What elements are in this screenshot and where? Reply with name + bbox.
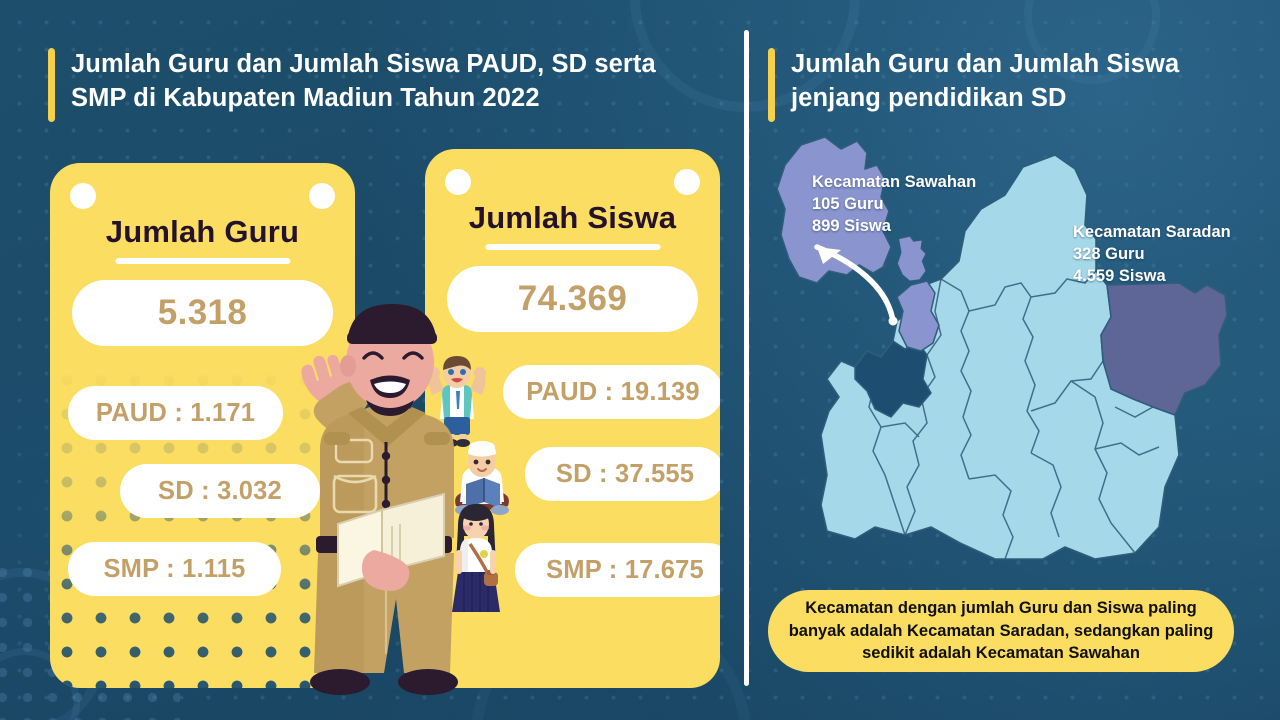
- kabupaten-madiun-map: [776, 136, 1228, 560]
- saradan-siswa: 4.559 Siswa: [1073, 266, 1166, 285]
- callout-arrow-anchor: [888, 316, 898, 326]
- region-sawahan-inset-body: [896, 235, 927, 282]
- heading-underline: [115, 258, 290, 264]
- card-punch-hole-left: [445, 169, 471, 195]
- region-sawahan-callout: [776, 136, 892, 284]
- heading-underline: [485, 244, 660, 250]
- left-title-text: Jumlah Guru dan Jumlah Siswa PAUD, SD se…: [71, 50, 656, 112]
- left-panel-title: Jumlah Guru dan Jumlah Siswa PAUD, SD se…: [48, 48, 708, 122]
- guru-sd-pill: SD : 3.032: [120, 464, 320, 518]
- sawahan-siswa: 899 Siswa: [812, 216, 891, 235]
- right-title-text: Jumlah Guru dan Jumlah Siswa jenjang pen…: [791, 50, 1180, 112]
- map-label-sawahan: Kecamatan Sawahan 105 Guru 899 Siswa: [812, 172, 976, 238]
- card-punch-hole-right: [309, 183, 335, 209]
- guru-smp-pill: SMP : 1.115: [68, 542, 281, 596]
- siswa-smp-pill: SMP : 17.675: [515, 543, 720, 597]
- region-saradan: [1095, 270, 1228, 416]
- sawahan-name: Kecamatan Sawahan: [812, 173, 977, 191]
- right-panel-title: Jumlah Guru dan Jumlah Siswa jenjang pen…: [768, 48, 1238, 122]
- card-jumlah-guru: Jumlah Guru 5.318 PAUD : 1.171 SD : 3.03…: [50, 163, 355, 688]
- siswa-paud-pill: PAUD : 19.139: [503, 365, 720, 419]
- map-label-saradan: Kecamatan Saradan 328 Guru 4.559 Siswa: [1073, 222, 1231, 288]
- card-punch-hole-right: [674, 169, 700, 195]
- title-accent-bar: [768, 48, 775, 122]
- callout-arrow-head: [817, 247, 841, 264]
- region-dark-navy: [854, 340, 932, 418]
- total-guru-value: 5.318: [72, 280, 333, 346]
- student-boy-illustration: [428, 356, 486, 447]
- student-girl-illustration: [452, 504, 500, 612]
- teacher-illustration: [301, 304, 458, 695]
- region-sawahan-body: [896, 280, 940, 352]
- total-siswa-value: 74.369: [447, 266, 698, 332]
- guru-paud-pill: PAUD : 1.171: [68, 386, 283, 440]
- card-punch-hole-left: [70, 183, 96, 209]
- sawahan-guru: 105 Guru: [812, 194, 884, 213]
- card-heading-guru: Jumlah Guru: [105, 214, 300, 249]
- title-accent-bar: [48, 48, 55, 122]
- map-caption: Kecamatan dengan jumlah Guru dan Siswa p…: [768, 590, 1234, 672]
- saradan-name: Kecamatan Saradan: [1073, 223, 1231, 241]
- card-heading-siswa: Jumlah Siswa: [468, 200, 677, 235]
- panel-divider: [744, 30, 749, 686]
- siswa-sd-pill: SD : 37.555: [525, 447, 720, 501]
- saradan-guru: 328 Guru: [1073, 244, 1145, 263]
